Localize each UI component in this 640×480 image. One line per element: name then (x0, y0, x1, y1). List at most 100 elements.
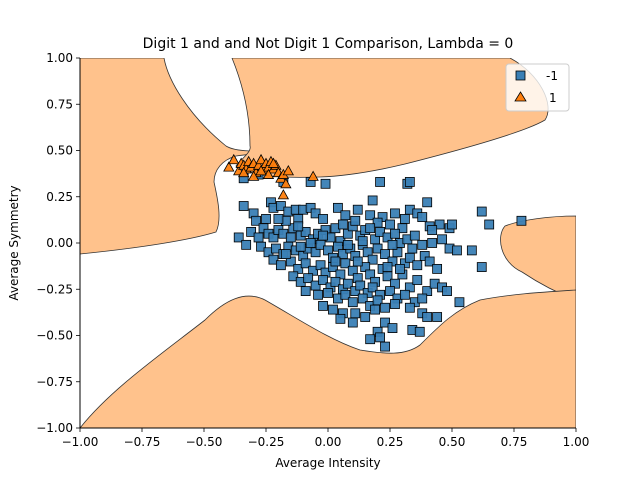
point-series-0-203 (293, 221, 304, 232)
y-tick-label: −1.00 (36, 421, 73, 435)
point-series-0-101 (399, 258, 410, 269)
point-series-0-100 (392, 247, 403, 258)
point-series-0-138 (330, 276, 341, 287)
decision-region-top-left (80, 58, 289, 255)
point-series-0-98 (380, 249, 390, 260)
point-series-0-127 (404, 282, 415, 293)
point-series-0-106 (432, 263, 443, 274)
point-series-0-71 (417, 239, 428, 250)
point-series-0-24 (340, 210, 351, 221)
point-series-0-103 (412, 260, 423, 271)
y-tick-label: 1.00 (46, 51, 73, 65)
point-series-0-187 (357, 236, 368, 247)
point-series-0-185 (305, 238, 316, 248)
legend-box (505, 63, 570, 112)
point-series-0-30 (390, 208, 400, 219)
point-series-1-22 (282, 165, 294, 176)
point-series-0-153 (323, 288, 333, 298)
point-series-0-136 (318, 275, 328, 285)
point-series-0-39 (447, 219, 457, 230)
point-series-0-41 (484, 219, 495, 230)
point-series-0-188 (387, 239, 398, 250)
point-series-0-165 (432, 312, 443, 322)
point-series-0-125 (390, 278, 400, 289)
point-series-0-97 (372, 243, 383, 254)
point-series-0-27 (367, 195, 378, 206)
point-series-0-128 (412, 275, 423, 285)
point-series-0-10 (251, 215, 261, 226)
point-series-1-11 (255, 153, 267, 165)
legend-marker-1 (514, 91, 527, 102)
point-series-0-109 (285, 256, 296, 267)
point-series-0-175 (387, 323, 398, 334)
point-series-0-21 (310, 208, 321, 219)
point-series-0-146 (385, 286, 395, 297)
y-tick-label: 0.00 (46, 236, 73, 250)
point-series-0-155 (340, 289, 351, 300)
point-series-0-171 (350, 308, 361, 319)
point-series-0-162 (404, 302, 415, 313)
point-series-0-150 (417, 293, 428, 304)
point-series-1-26 (307, 170, 319, 181)
point-series-0-26 (365, 210, 376, 221)
point-series-0-182 (365, 334, 376, 345)
point-series-0-192 (318, 230, 328, 241)
point-series-0-28 (377, 212, 388, 223)
point-series-0-144 (367, 282, 378, 293)
x-tick-label: −0.25 (248, 435, 285, 449)
point-series-0-7 (404, 177, 415, 187)
point-series-0-4 (320, 178, 331, 189)
x-axis-ticks: −1.00 −0.75 −0.50 −0.25 0.00 0.25 0.50 0.75 1.00 (62, 428, 589, 449)
chart-title: Digit 1 and and Not Digit 1 Comparison, … (143, 36, 514, 52)
point-series-0-76 (466, 245, 477, 256)
point-series-0-178 (335, 313, 346, 324)
point-series-0-118 (347, 265, 358, 276)
point-series-0-120 (360, 262, 371, 272)
decision-region-bottom (80, 289, 576, 428)
point-series-0-15 (275, 201, 286, 211)
x-tick-label: −0.75 (124, 435, 161, 449)
point-series-0-177 (414, 326, 425, 337)
y-axis-label: Average Symmetry (7, 185, 21, 300)
point-series-0-23 (333, 202, 343, 213)
y-axis-ticks: 1.00 0.75 0.50 0.25 0.00 −0.25 −0.50 −0.75 −1.00 (36, 51, 80, 435)
point-series-0-75 (452, 245, 462, 256)
point-series-0-141 (350, 286, 361, 297)
point-series-0-40 (476, 206, 487, 217)
point-series-0-186 (342, 239, 353, 250)
point-series-0-108 (275, 260, 286, 271)
point-series-0-35 (422, 197, 433, 208)
point-series-0-11 (246, 226, 257, 237)
x-tick-label: −1.00 (62, 435, 99, 449)
point-series-0-205 (365, 223, 376, 234)
point-series-0-112 (308, 265, 319, 276)
point-series-0-190 (261, 214, 271, 224)
point-series-0-129 (422, 286, 433, 297)
point-series-1-1 (228, 153, 240, 165)
point-series-0-183 (380, 341, 390, 352)
point-series-0-110 (293, 263, 304, 274)
point-series-0-181 (375, 332, 385, 343)
point-series-1-29 (267, 157, 280, 168)
y-tick-label: 0.25 (46, 190, 73, 204)
point-series-0-167 (454, 297, 465, 308)
decision-region-top-right (231, 58, 549, 178)
point-series-0-104 (419, 251, 430, 261)
point-series-0-194 (372, 217, 383, 228)
y-tick-label: −0.50 (36, 329, 73, 343)
legend-marker-neg1 (515, 70, 526, 81)
point-series-0-37 (434, 219, 445, 230)
point-series-0-169 (328, 304, 338, 315)
point-series-0-90 (333, 241, 343, 252)
point-series-0-67 (390, 228, 400, 239)
point-series-0-184 (280, 249, 291, 260)
point-series-0-148 (399, 289, 410, 300)
point-series-1-27 (255, 165, 267, 176)
point-series-0-174 (380, 317, 390, 328)
point-series-0-166 (442, 286, 452, 297)
x-tick-label: −0.50 (186, 435, 223, 449)
point-series-0-140 (342, 278, 353, 289)
point-series-0-134 (303, 273, 314, 284)
point-series-0-34 (417, 212, 428, 223)
